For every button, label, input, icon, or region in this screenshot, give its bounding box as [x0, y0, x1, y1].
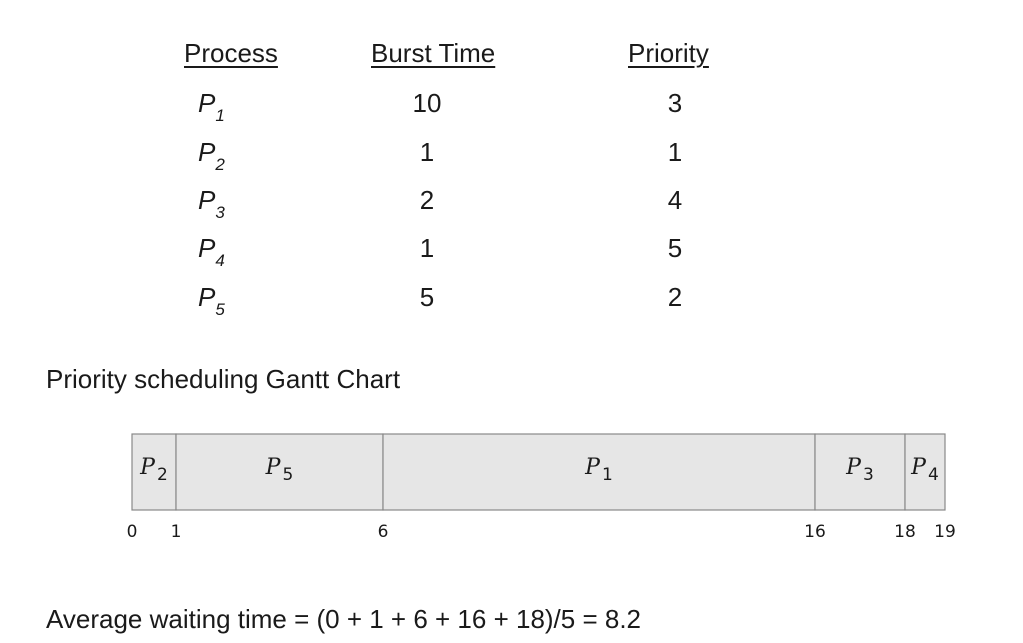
gantt-segment [175, 433, 384, 511]
gantt-tick-label: 19 [934, 522, 956, 542]
gantt-tick-label: 1 [171, 522, 182, 542]
process-subscript: 2 [215, 155, 225, 175]
priority-cell: 3 [667, 88, 683, 118]
table-row: P4 1 5 [0, 233, 1023, 273]
gantt-title: Priority scheduling Gantt Chart [46, 364, 401, 394]
process-name: P [198, 233, 216, 263]
burst-time-cell: 1 [419, 137, 435, 167]
process-cell: P2 [198, 137, 225, 173]
burst-time-cell: 2 [419, 185, 435, 215]
gantt-segment-process: P [845, 455, 862, 480]
table-row: P2 1 1 [0, 137, 1023, 177]
process-subscript: 5 [215, 300, 225, 320]
gantt-segment-process: P [910, 455, 927, 480]
header-priority: Priority [628, 38, 709, 68]
priority-cell: 5 [667, 233, 683, 263]
process-subscript: 4 [215, 251, 225, 271]
gantt-tick-label: 6 [378, 522, 389, 542]
gantt-segment-subscript: 4 [928, 465, 939, 485]
gantt-segment-subscript: 2 [157, 465, 168, 485]
priority-cell: 4 [667, 185, 683, 215]
gantt-tick-label: 18 [894, 522, 916, 542]
gantt-segment-subscript: 5 [282, 465, 293, 485]
burst-time-cell: 10 [412, 88, 442, 118]
burst-time-cell: 1 [419, 233, 435, 263]
gantt-segment-subscript: 3 [863, 465, 874, 485]
priority-cell: 1 [667, 137, 683, 167]
table-row: P5 5 2 [0, 282, 1023, 322]
process-subscript: 3 [215, 203, 225, 223]
process-name: P [198, 88, 216, 118]
gantt-tick-label: 16 [804, 522, 826, 542]
gantt-segment-process: P [584, 455, 601, 480]
process-cell: P1 [198, 88, 225, 124]
process-cell: P3 [198, 185, 225, 221]
priority-cell: 2 [667, 282, 683, 312]
gantt-segment [904, 433, 946, 511]
process-name: P [198, 185, 216, 215]
average-waiting-time: Average waiting time = (0 + 1 + 6 + 16 +… [46, 604, 642, 634]
process-name: P [198, 137, 216, 167]
table-row: P1 10 3 [0, 88, 1023, 128]
header-process: Process [184, 38, 278, 68]
header-burst-time: Burst Time [371, 38, 496, 68]
gantt-segment [814, 433, 906, 511]
process-cell: P5 [198, 282, 225, 318]
table-row: P3 2 4 [0, 185, 1023, 225]
gantt-segment [131, 433, 177, 511]
process-subscript: 1 [215, 106, 225, 126]
gantt-segment-process: P [139, 455, 156, 480]
gantt-segment-process: P [265, 455, 282, 480]
process-name: P [198, 282, 216, 312]
burst-time-cell: 5 [419, 282, 435, 312]
process-cell: P4 [198, 233, 225, 269]
gantt-segment-subscript: 1 [602, 465, 613, 485]
gantt-tick-label: 0 [127, 522, 138, 542]
